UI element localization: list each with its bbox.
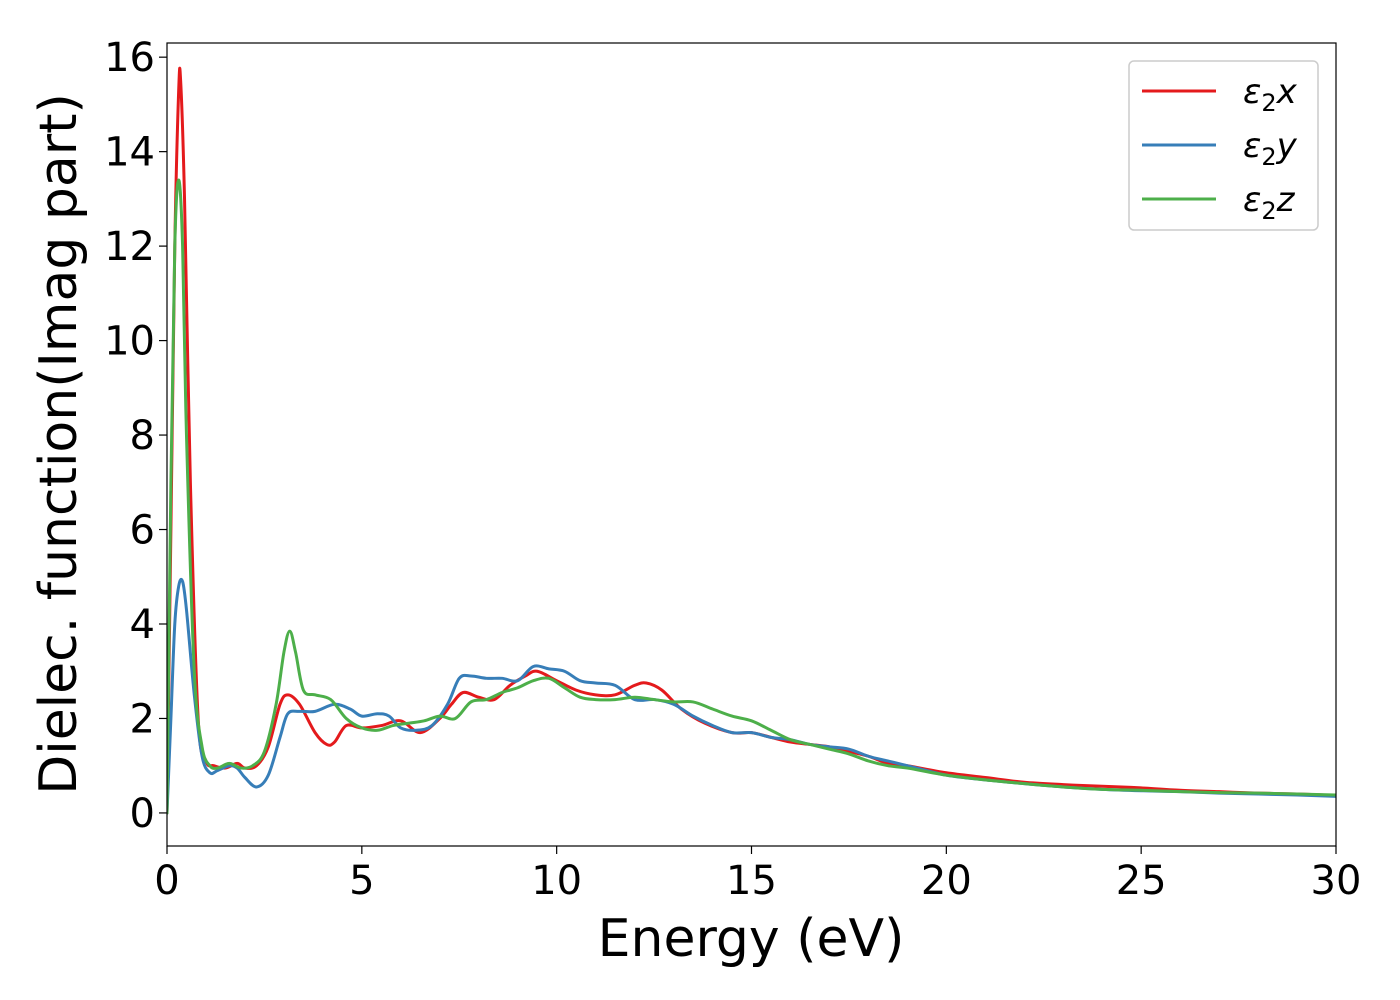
legend: ε2x ε2y ε2z (1128, 60, 1319, 231)
x-tick-label: 5 (349, 858, 374, 904)
x-tick-label: 15 (726, 858, 777, 904)
y-tick-label: 8 (130, 413, 155, 459)
y-tick-label: 12 (104, 224, 155, 270)
legend-box (1128, 60, 1319, 231)
x-tick-label: 20 (921, 858, 972, 904)
y-tick-label: 2 (130, 696, 155, 742)
x-tick-label: 25 (1116, 858, 1167, 904)
plot-frame (166, 42, 1337, 847)
x-tick-label: 0 (154, 858, 179, 904)
legend-label-y: ε2y (1243, 126, 1298, 171)
y-tick-label: 16 (104, 35, 155, 81)
y-tick-label: 14 (104, 130, 155, 176)
axis-ticks: 0 5 10 15 20 25 30 0 2 4 6 8 10 12 14 16 (104, 35, 1361, 904)
y-tick-label: 4 (130, 602, 155, 648)
legend-label-x: ε2x (1243, 72, 1298, 117)
series-line-z (167, 178, 1336, 815)
x-tick-label: 10 (531, 858, 582, 904)
x-tick-label: 30 (1311, 858, 1362, 904)
y-axis-title: Dielec. function(Imag part) (29, 93, 89, 795)
series-lines (167, 66, 1336, 815)
y-tick-label: 0 (130, 791, 155, 837)
series-line-y (167, 577, 1336, 815)
y-tick-label: 10 (104, 319, 155, 365)
x-axis-title: Energy (eV) (598, 909, 905, 969)
y-tick-label: 6 (130, 508, 155, 554)
legend-label-z: ε2z (1243, 180, 1296, 225)
